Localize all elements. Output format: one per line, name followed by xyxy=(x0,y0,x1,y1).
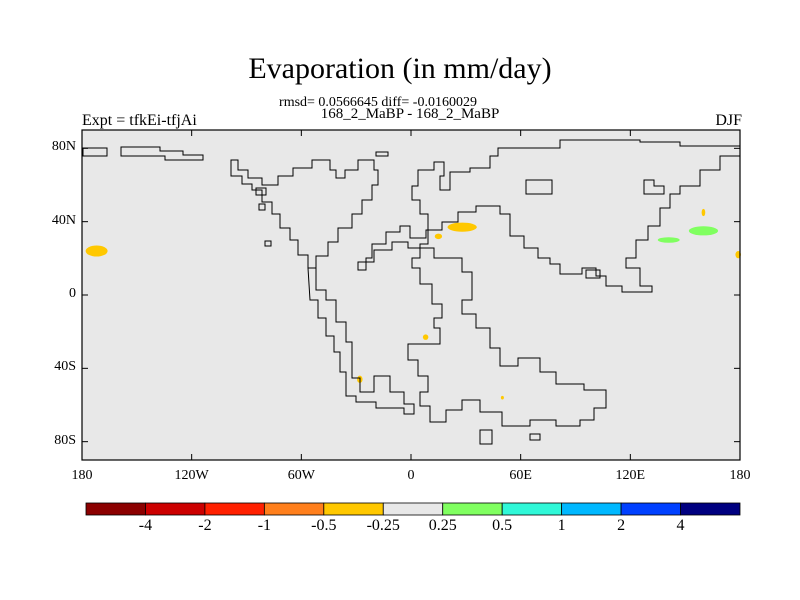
season-label: DJF xyxy=(715,112,742,129)
coastlines xyxy=(82,139,741,445)
coastline-eurasia-africa xyxy=(357,139,741,427)
anomaly-patch xyxy=(688,226,719,236)
coastline-north-america xyxy=(82,147,108,157)
colorbar-swatch xyxy=(323,502,384,516)
y-tick-label: 40S xyxy=(54,359,76,375)
colorbar-swatch xyxy=(501,502,563,516)
anomaly-patch xyxy=(657,237,680,243)
coastline-arctic-islands xyxy=(120,146,204,161)
colorbar-label: 1 xyxy=(557,517,566,534)
coastline-greenland xyxy=(375,151,389,157)
colorbar-label: -1 xyxy=(257,517,272,534)
anomaly-patch xyxy=(500,395,504,400)
x-tick-label: 60E xyxy=(509,468,532,483)
colorbar-swatch xyxy=(561,502,622,516)
x-tick-label: 60W xyxy=(287,468,315,483)
experiment-subtitle: 168_2_MaBP - 168_2_MaBP xyxy=(320,106,500,122)
y-tick-label: 80S xyxy=(54,432,76,448)
x-tick-label: 0 xyxy=(407,468,415,483)
colorbar-swatch xyxy=(442,502,503,516)
anomaly-patches xyxy=(85,208,741,400)
experiment-label: Expt = tfkEi-tfjAi xyxy=(82,112,197,129)
coastline-alaska-islands xyxy=(255,187,272,247)
anomaly-patch xyxy=(434,233,443,240)
x-tick-label: 180 xyxy=(71,468,93,483)
colorbar-label: -4 xyxy=(138,517,153,534)
y-tick-label: 0 xyxy=(69,286,76,301)
y-tick-label: 80N xyxy=(51,139,76,155)
colorbar-swatch xyxy=(145,502,206,516)
colorbar-swatch xyxy=(85,502,146,516)
anomaly-patch xyxy=(422,334,429,340)
colorbar-swatch xyxy=(620,502,681,516)
colorbar-swatch xyxy=(263,502,325,516)
colorbar-label: 4 xyxy=(676,517,685,534)
map-background xyxy=(82,130,740,460)
colorbar-swatch xyxy=(382,502,444,516)
anomaly-patch xyxy=(701,208,706,217)
x-tick-label: 120W xyxy=(174,468,209,483)
coastline-north-america-west xyxy=(230,159,379,269)
coastline-south-america xyxy=(307,267,415,415)
colorbar-label: -0.5 xyxy=(311,517,337,534)
anomaly-patch xyxy=(85,245,108,257)
colorbar-swatch xyxy=(680,502,741,516)
coastline-antarctic-islands xyxy=(479,429,541,445)
coastline-japan-islands xyxy=(643,179,665,195)
colorbar-label: -0.25 xyxy=(366,517,400,534)
coastline-southeast-asia xyxy=(585,269,601,279)
stats-line: rmsd= 0.0566645 diff= -0.0160029 xyxy=(279,95,477,110)
colorbar-label: 2 xyxy=(617,517,626,534)
x-tick-label: 180 xyxy=(729,468,751,483)
axis-ticks xyxy=(81,130,741,460)
colorbar xyxy=(85,502,741,516)
y-tick-label: 40N xyxy=(51,212,76,228)
colorbar-label: 0.5 xyxy=(492,517,513,534)
colorbar-label: -2 xyxy=(198,517,212,534)
coastline-central-asia-lake xyxy=(525,179,553,195)
x-tick-label: 120E xyxy=(615,468,646,483)
anomaly-patch xyxy=(447,222,477,232)
colorbar-swatch xyxy=(204,502,265,516)
colorbar-label: 0.25 xyxy=(428,517,457,534)
chart-title: Evaporation (in mm/day) xyxy=(248,52,552,85)
